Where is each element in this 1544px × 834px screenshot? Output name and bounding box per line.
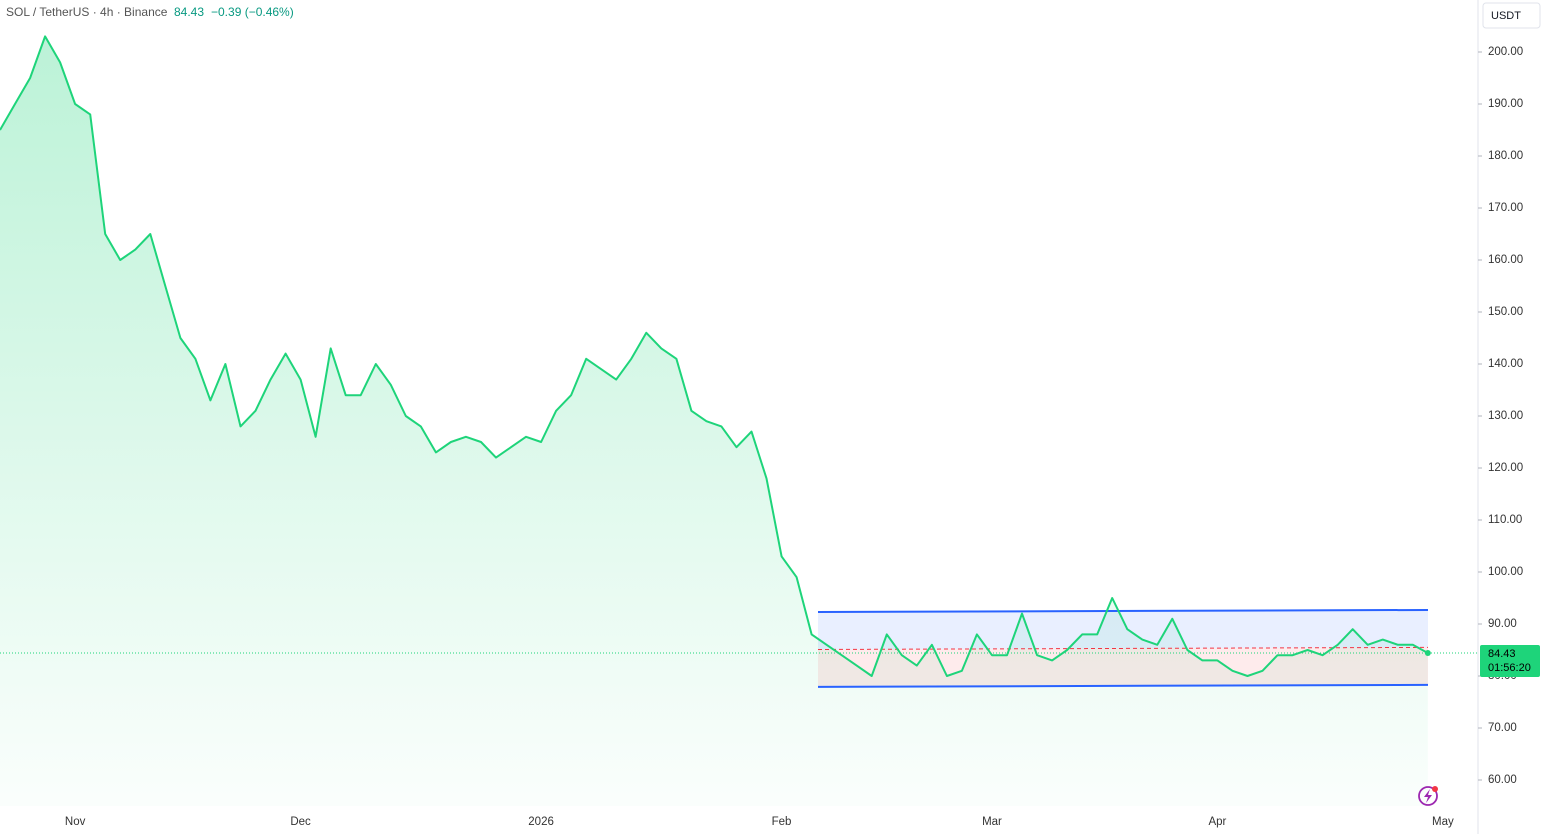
x-tick-label: Mar <box>982 816 1002 828</box>
y-tick-label: 190.00 <box>1488 98 1523 110</box>
bolt-icon[interactable] <box>1418 786 1438 806</box>
y-tick-label: 180.00 <box>1488 150 1523 162</box>
channel-upper <box>817 608 1429 614</box>
area-fill <box>0 36 1428 806</box>
y-tick-label: 70.00 <box>1488 722 1517 734</box>
x-tick-label: Apr <box>1208 816 1226 828</box>
y-tick-label: 110.00 <box>1488 514 1522 526</box>
y-tick-label: 150.00 <box>1488 306 1523 318</box>
channel-upper-zone <box>818 609 1428 650</box>
y-tick-label: 90.00 <box>1488 618 1517 630</box>
price-line <box>0 35 1429 677</box>
price-box <box>1480 645 1540 677</box>
last-price: 84.43 <box>174 5 204 19</box>
y-tick-label: 140.00 <box>1488 358 1523 370</box>
y-tick-label: 60.00 <box>1488 774 1517 786</box>
price-change: −0.39 (−0.46%) <box>211 5 294 19</box>
x-tick-label: May <box>1432 816 1454 828</box>
y-tick-label: 170.00 <box>1488 202 1523 214</box>
y-tick-label: 120.00 <box>1488 462 1523 474</box>
currency[interactable]: USDT <box>1491 10 1521 22</box>
x-tick-label: 2026 <box>528 816 554 828</box>
countdown: 01:56:20 <box>1488 662 1531 674</box>
x-tick-label: Nov <box>65 816 86 828</box>
last-point <box>1424 649 1431 656</box>
channel-lower <box>817 683 1429 688</box>
y-tick-label: 100.00 <box>1488 566 1523 578</box>
channel-mid <box>817 646 1429 650</box>
currency-button[interactable] <box>1482 2 1541 29</box>
price-box-price: 84.43 <box>1488 648 1516 660</box>
y-tick-label: 160.00 <box>1488 254 1523 266</box>
y-tick-label: 200.00 <box>1488 46 1523 58</box>
x-tick-label: Feb <box>772 816 792 828</box>
symbol: SOL / TetherUS · 4h · Binance <box>6 5 168 19</box>
y-tick-label: 130.00 <box>1488 410 1523 422</box>
x-tick-label: Dec <box>290 816 311 828</box>
